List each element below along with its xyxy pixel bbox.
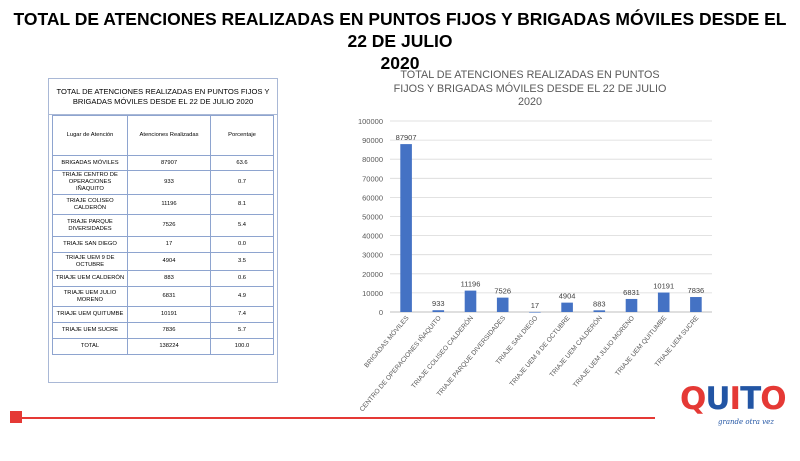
table-cell: TRIAJE PARQUE DIVERSIDADES: [52, 214, 128, 237]
table-cell: 7.4: [210, 306, 274, 323]
y-tick-label: 50000: [362, 213, 383, 222]
y-tick-label: 30000: [362, 251, 383, 260]
table-cell: Atenciones Realizadas: [127, 115, 211, 156]
table-caption: TOTAL DE ATENCIONES REALIZADAS EN PUNTOS…: [49, 79, 277, 115]
bar: [464, 290, 477, 312]
table-cell: 5.4: [210, 214, 274, 237]
x-tick-label: TRIAJE COLISEO CALDERÓN: [409, 313, 475, 390]
table-cell: 8.1: [210, 194, 274, 215]
data-label: 7836: [688, 286, 705, 295]
table-row: BRIGADAS MÓVILES 87907 63.6: [52, 155, 274, 171]
table-cell: 3.5: [210, 252, 274, 271]
table-cell: 0.0: [210, 236, 274, 253]
table-total-row: TOTAL 138224 100.0: [52, 338, 274, 355]
quito-logo: QUITO grande otra vez: [680, 381, 787, 434]
logo-wordmark: QUITO: [680, 381, 787, 417]
footer-accent-square: [10, 411, 22, 423]
table-row: TRIAJE PARQUE DIVERSIDADES 7526 5.4: [52, 214, 274, 237]
table-cell: 11196: [127, 194, 211, 215]
table-cell: 87907: [127, 155, 211, 171]
bar-chart: 0 10000 20000 30000 40000 50000 60000 70000 8000…: [357, 117, 712, 412]
slide-title: TOTAL DE ATENCIONES REALIZADAS EN PUNTOS…: [10, 8, 790, 74]
table-row: TRIAJE SAN DIEGO 17 0.0: [52, 236, 274, 253]
table-cell: 138224: [127, 338, 211, 355]
y-tick-label: 40000: [362, 232, 383, 241]
table-cell: TRIAJE SAN DIEGO: [52, 236, 128, 253]
table-cell: TRIAJE UEM QUITUMBE: [52, 306, 128, 323]
data-label: 4904: [559, 292, 576, 301]
table-cell: 7526: [127, 214, 211, 237]
x-tick-label: TRIAJE PARQUE DIVERSIDADES: [436, 314, 508, 398]
table-cell: 933: [127, 170, 211, 195]
data-label: 933: [432, 299, 445, 308]
table-cell: TOTAL: [52, 338, 128, 355]
y-tick-label: 0: [379, 308, 383, 317]
data-table: Lugar de Atención Atenciones Realizadas Po…: [52, 115, 274, 355]
table-cell: 63.6: [210, 155, 274, 171]
table-cell: TRIAJE UEM SUCRE: [52, 322, 128, 339]
table-cell: BRIGADAS MÓVILES: [52, 155, 128, 171]
table-row: TRIAJE UEM SUCRE 7836 5.7: [52, 322, 274, 339]
table-row: TRIAJE UEM JULIO MORENO 6831 4.9: [52, 286, 274, 307]
table-header-row: Lugar de Atención Atenciones Realizadas Po…: [52, 115, 274, 156]
table-row: TRIAJE CENTRO DE OPERACIONES IÑAQUITO 933…: [52, 170, 274, 195]
y-tick-label: 20000: [362, 270, 383, 279]
data-label: 6831: [623, 288, 640, 297]
slide-title-line1: TOTAL DE ATENCIONES REALIZADAS EN PUNTOS…: [13, 9, 787, 51]
bar: [593, 310, 606, 312]
data-label: 11196: [461, 280, 481, 289]
table-cell: TRIAJE UEM 9 DE OCTUBRE: [52, 252, 128, 271]
y-tick-label: 10000: [362, 289, 383, 298]
table-row: TRIAJE COLISEO CALDERÓN 11196 8.1: [52, 194, 274, 215]
y-tick-label: 80000: [362, 155, 383, 164]
bar: [432, 310, 445, 312]
table-cell: 6831: [127, 286, 211, 307]
table-cell: 4.9: [210, 286, 274, 307]
table-cell: TRIAJE UEM CALDERÓN: [52, 270, 128, 287]
y-tick-label: 100000: [358, 117, 383, 126]
y-tick-label: 70000: [362, 174, 383, 183]
table-row: TRIAJE UEM CALDERÓN 883 0.6: [52, 270, 274, 287]
chart-title: TOTAL DE ATENCIONES REALIZADAS EN PUNTOS…: [393, 69, 667, 108]
logo-tagline: grande otra vez: [718, 418, 774, 426]
table-row: TRIAJE UEM 9 DE OCTUBRE 4904 3.5: [52, 252, 274, 271]
bar: [529, 311, 541, 313]
table-cell: 883: [127, 270, 211, 287]
bar: [496, 297, 509, 312]
table-cell: TRIAJE UEM JULIO MORENO: [52, 286, 128, 307]
table-cell: TRIAJE COLISEO CALDERÓN: [52, 194, 128, 215]
table-cell: 0.6: [210, 270, 274, 287]
table-cell: 100.0: [210, 338, 274, 355]
bar: [690, 297, 702, 312]
table-row: TRIAJE UEM QUITUMBE 10191 7.4: [52, 306, 274, 323]
table-cell: 7836: [127, 322, 211, 339]
table-cell: TRIAJE CENTRO DE OPERACIONES IÑAQUITO: [52, 170, 128, 195]
table-cell: 17: [127, 236, 211, 253]
table-cell: 5.7: [210, 322, 274, 339]
data-label: 10191: [653, 282, 674, 291]
data-label: 17: [531, 301, 539, 310]
x-tick-label: TRIAJE UEM CALDERÓN: [547, 313, 604, 378]
bar: [400, 144, 412, 312]
table-cell: 0.7: [210, 170, 274, 195]
bar: [561, 302, 573, 312]
bar: [657, 292, 670, 312]
data-label: 7526: [494, 287, 511, 296]
data-table-panel: TOTAL DE ATENCIONES REALIZADAS EN PUNTOS…: [48, 78, 278, 383]
footer-accent-line: [20, 417, 655, 419]
data-label: 883: [593, 299, 606, 308]
y-tick-label: 60000: [362, 193, 383, 202]
x-tick-label: TRIAJE UEM JULIO MORENO: [572, 315, 636, 389]
data-label: 87907: [396, 133, 417, 142]
table-cell: Lugar de Atención: [52, 115, 128, 156]
x-tick-label: TRIAJE UEM 9 DE OCTUBRE: [509, 314, 572, 388]
table-cell: Porcentaje: [210, 115, 274, 156]
table-cell: 10191: [127, 306, 211, 323]
slide-title-line2: 2020: [380, 53, 420, 73]
y-tick-label: 90000: [362, 136, 383, 145]
table-cell: 4904: [127, 252, 211, 271]
bar: [625, 298, 638, 312]
